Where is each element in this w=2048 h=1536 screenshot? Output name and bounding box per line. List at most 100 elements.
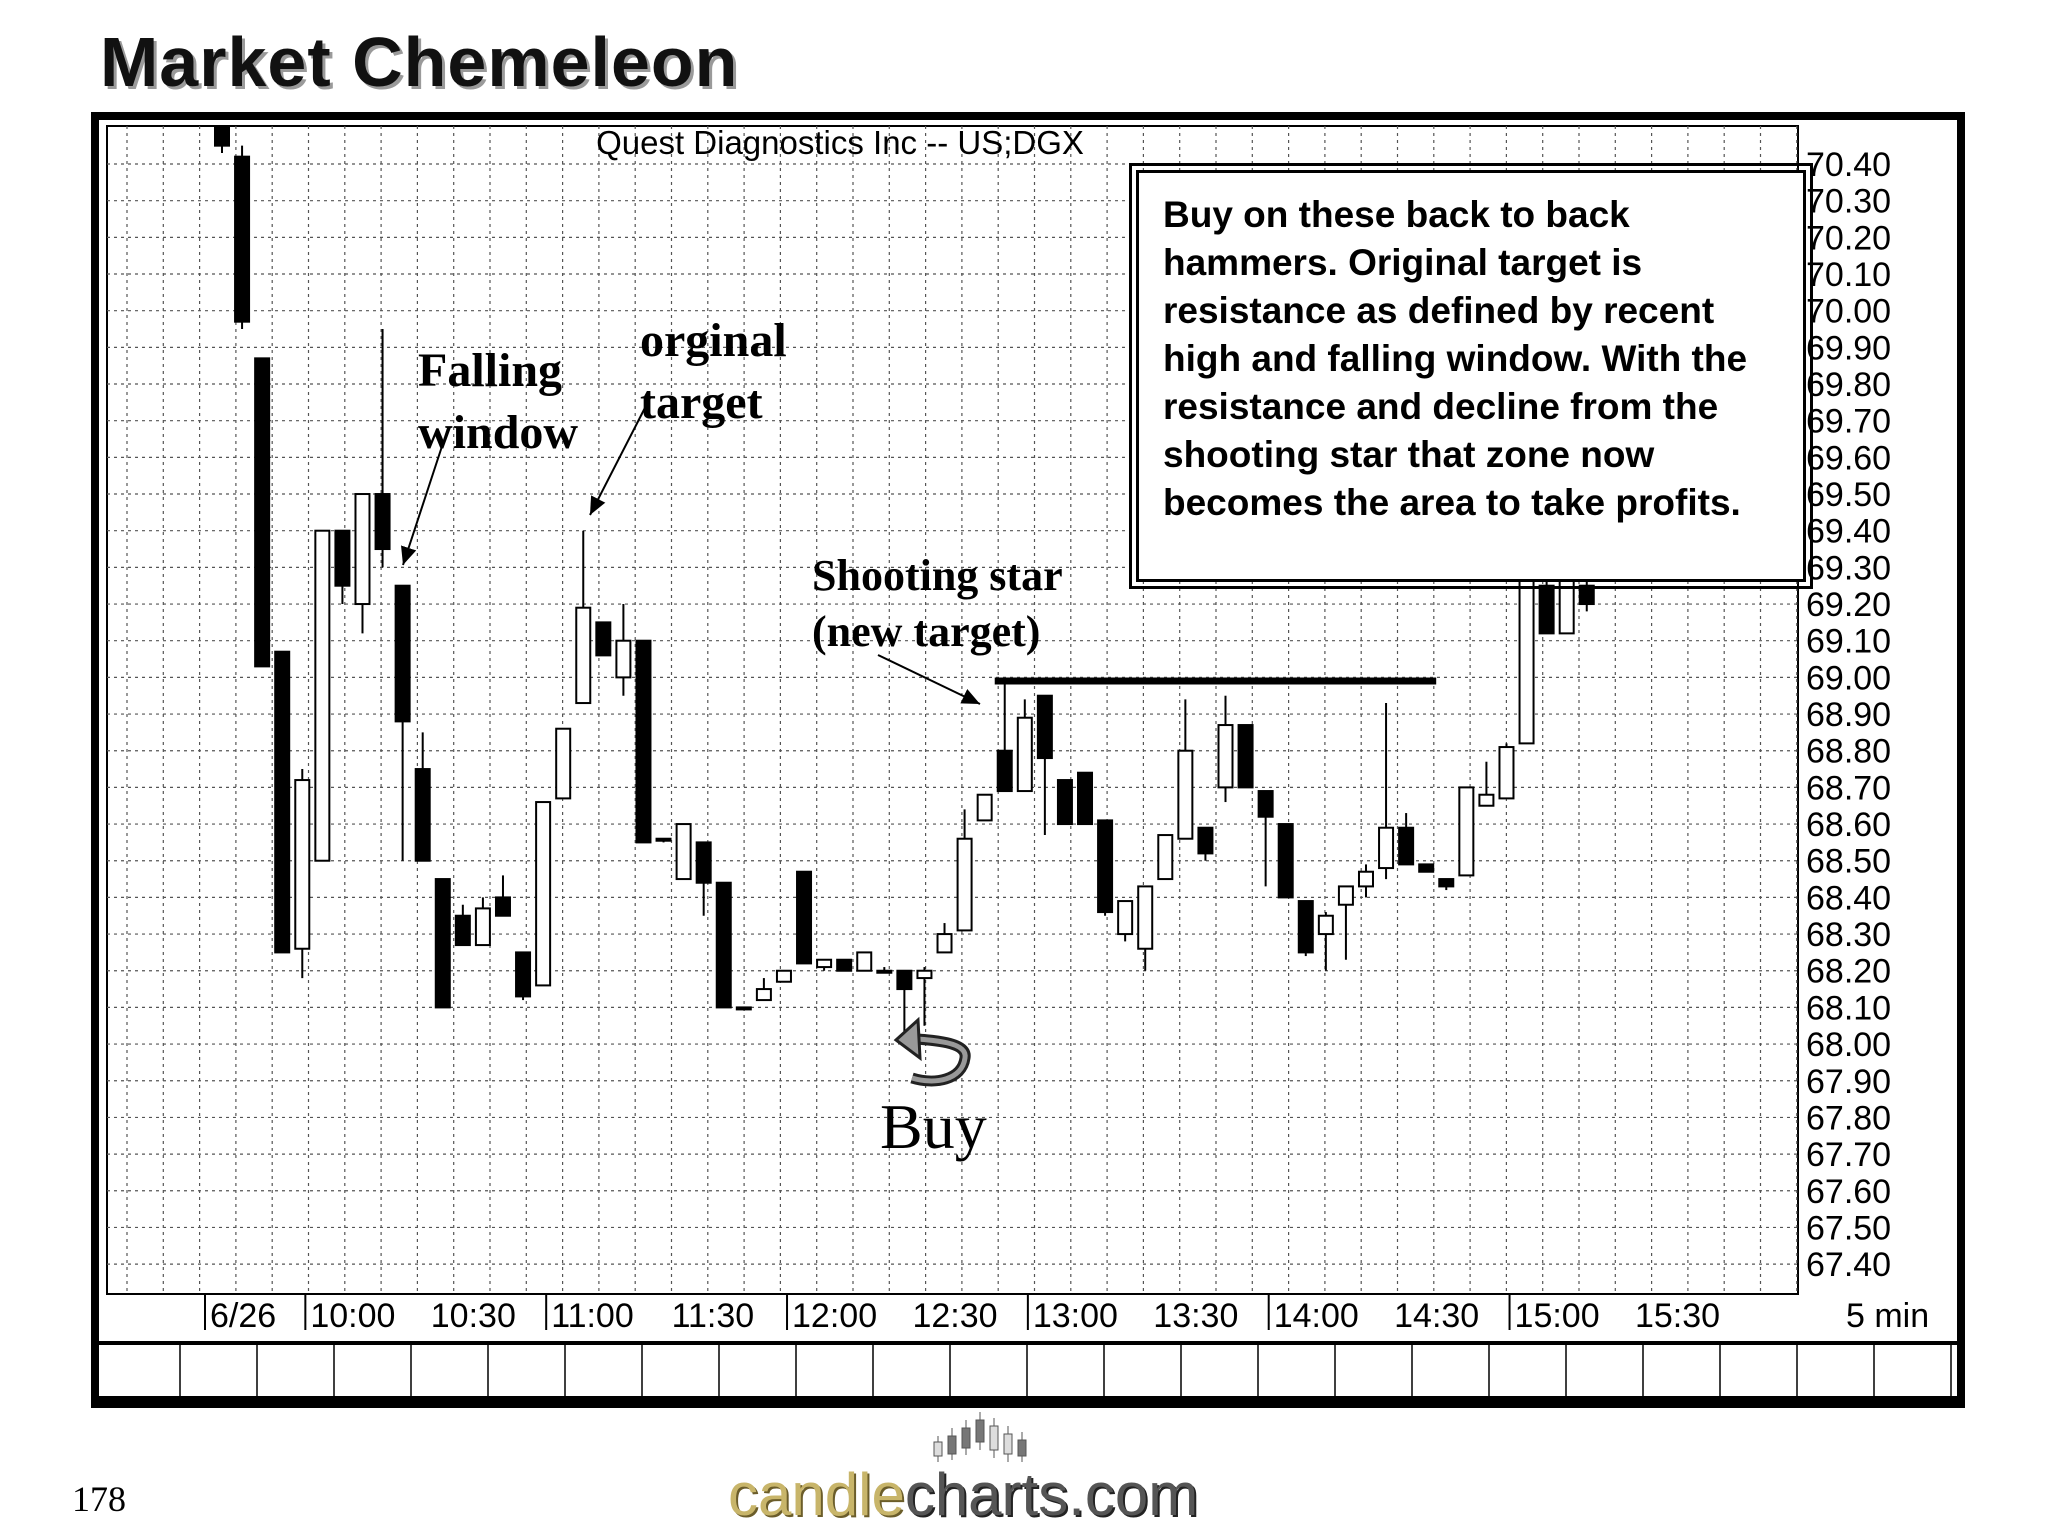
y-tick-label: 69.30: [1806, 549, 1891, 587]
candle-body: [775, 969, 792, 983]
candle-body: [1518, 566, 1535, 745]
candle: [1277, 823, 1294, 899]
candle: [314, 529, 331, 862]
candle: [1418, 863, 1435, 873]
candle-body: [1056, 779, 1073, 826]
y-tick-label: 67.60: [1806, 1173, 1891, 1211]
candle-body: [1016, 716, 1033, 793]
candle-body: [956, 837, 973, 932]
candle: [876, 967, 893, 974]
candle: [615, 604, 632, 696]
candle: [916, 967, 933, 1026]
candle-body: [836, 958, 853, 972]
candle: [1478, 761, 1495, 807]
candle-body: [976, 793, 993, 822]
candle-body: [996, 749, 1013, 793]
candle: [836, 958, 853, 972]
overlay-layer: [401, 397, 1437, 1087]
candle-body: [1036, 694, 1053, 760]
candle: [535, 801, 552, 987]
falling-window-arrow: [401, 427, 449, 566]
x-tick-label: 13:30: [1153, 1297, 1238, 1335]
chart-frame: [91, 112, 1965, 1408]
y-tick-label: 68.50: [1806, 843, 1891, 881]
candle: [1177, 699, 1194, 840]
y-tick-label: 67.80: [1806, 1099, 1891, 1137]
candle: [1117, 900, 1134, 942]
candle-body: [1357, 870, 1374, 888]
candle: [1097, 819, 1114, 916]
candle: [695, 841, 712, 916]
candle: [575, 530, 592, 705]
candle: [515, 951, 532, 1001]
candle-body: [1418, 863, 1435, 873]
candle: [374, 329, 391, 568]
candle-body: [535, 801, 552, 987]
x-tick-label: 15:00: [1515, 1297, 1600, 1335]
candle: [555, 727, 572, 800]
candle-body: [1277, 823, 1294, 899]
candle: [1217, 695, 1234, 803]
y-tick-label: 68.80: [1806, 733, 1891, 771]
candles-layer: [214, 127, 1595, 1037]
candle-body: [1478, 793, 1495, 807]
x-tick-label: 13:00: [1033, 1297, 1118, 1335]
falling-window-line1: Falling: [418, 344, 563, 397]
candle-body: [1438, 878, 1455, 888]
candle-body: [916, 969, 933, 980]
candle-body: [294, 779, 311, 950]
candle: [1056, 779, 1073, 826]
x-tick-label: 11:30: [672, 1297, 755, 1335]
y-tick-label: 68.70: [1806, 769, 1891, 807]
y-tick-label: 70.10: [1806, 256, 1891, 294]
candle: [254, 357, 271, 668]
candle: [274, 650, 291, 954]
buy-label: Buy: [880, 1091, 987, 1162]
candle-body: [816, 958, 833, 969]
candle: [655, 837, 672, 843]
candle: [454, 904, 471, 947]
callout-box: Buy on these back to back hammers. Origi…: [1129, 163, 1813, 589]
y-tick-label: 67.40: [1806, 1246, 1891, 1284]
candle: [214, 127, 230, 153]
logo-text-prefix: candle: [728, 1461, 905, 1528]
candle: [635, 639, 652, 844]
candle-body: [635, 639, 652, 844]
x-tick-label: 12:30: [912, 1297, 997, 1335]
candle-body: [1498, 746, 1515, 800]
x-tick-label: 14:30: [1394, 1297, 1479, 1335]
candle-body: [254, 357, 271, 668]
candle: [1197, 826, 1214, 861]
candle-body: [1558, 573, 1575, 635]
candle: [1538, 567, 1555, 635]
original-target-arrow: [589, 397, 651, 516]
candle: [856, 951, 873, 972]
page-number: 178: [72, 1479, 126, 1519]
candle: [816, 958, 833, 971]
candle: [735, 1006, 752, 1011]
candle-body: [1378, 826, 1395, 870]
y-tick-label: 68.90: [1806, 696, 1891, 734]
candle-body: [1398, 826, 1415, 866]
original-target-line2: target: [640, 376, 763, 429]
y-tick-label: 70.00: [1806, 293, 1891, 331]
y-tick-label: 69.50: [1806, 476, 1891, 514]
logo-text-suffix: charts.com: [904, 1461, 1199, 1528]
shooting-star-arrow: [877, 654, 981, 705]
candle: [775, 969, 792, 983]
candlecharts-logo-icon: [933, 1412, 1027, 1462]
buy-arrow-head: [893, 1016, 922, 1062]
candle: [1317, 912, 1334, 971]
candle-body: [494, 896, 511, 917]
candle: [1137, 885, 1154, 971]
y-tick-label: 69.00: [1806, 659, 1891, 697]
candle-body: [1097, 819, 1114, 914]
original-target-label: orginal target: [640, 310, 787, 434]
candle-body: [1137, 885, 1154, 950]
candle-body: [856, 951, 873, 972]
buy-arrow-fill: [901, 1035, 968, 1084]
candle: [1518, 566, 1535, 745]
candle-body: [515, 951, 532, 998]
candle-body: [234, 155, 251, 323]
